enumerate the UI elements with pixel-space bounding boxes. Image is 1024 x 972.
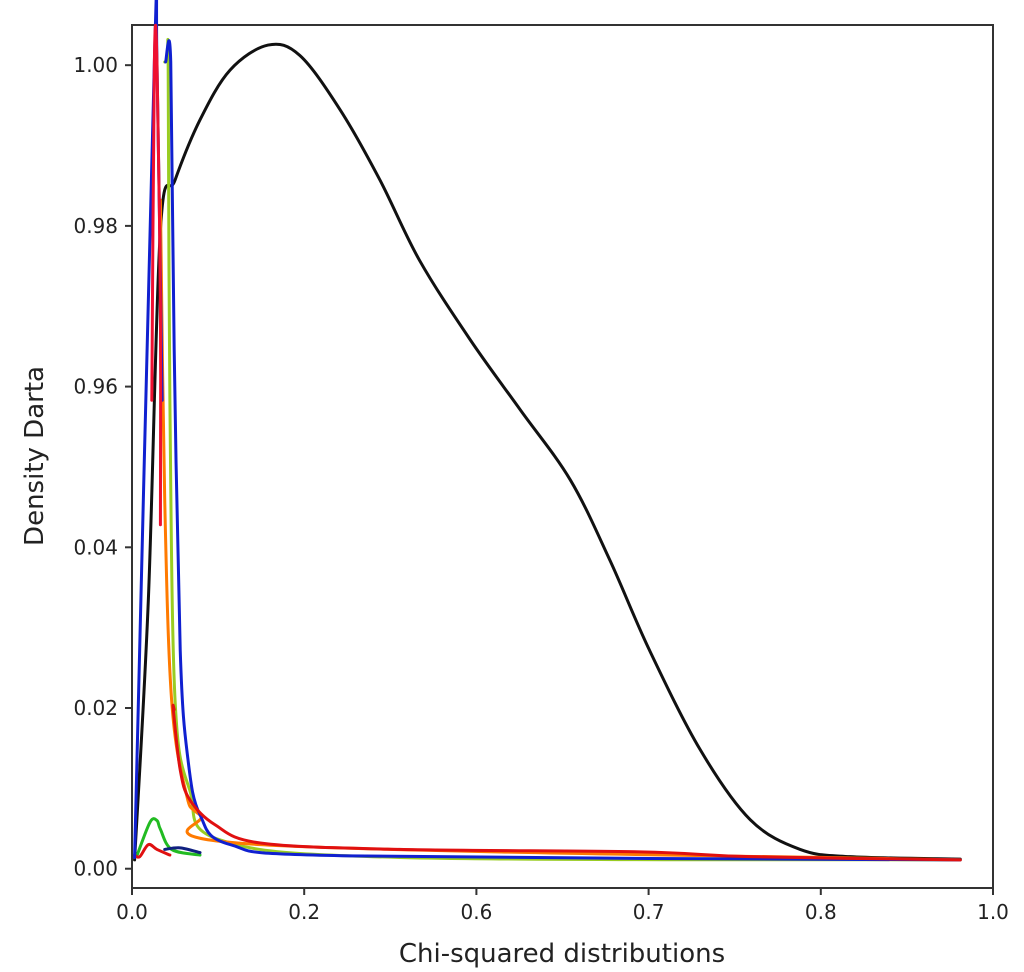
y-axis-title: Density Darta (20, 366, 50, 546)
series-line-red-a (150, 23, 163, 527)
x-axis-title: Chi-squared distributions (399, 939, 725, 968)
series-line-red-b (171, 703, 962, 862)
series-layer (133, 0, 962, 862)
x-tick-label: 0.0 (116, 900, 148, 924)
plot-frame (131, 24, 994, 889)
y-tick-label: 1.00 (73, 53, 118, 77)
y-tick-label: 0.00 (73, 857, 118, 881)
series-line-red-bump (133, 842, 172, 859)
x-tick-label: 0.6 (460, 900, 492, 924)
series-line-green-bump (135, 817, 202, 857)
y-axis-ticks: 0.00 0.02 0.04 0.96 0.98 1.00 (73, 53, 132, 881)
y-tick-label: 0.98 (73, 214, 118, 238)
series-line-orange (158, 198, 962, 862)
series-line-yellow-green (163, 37, 962, 862)
y-tick-label: 0.96 (73, 375, 118, 399)
x-tick-label: 0.7 (633, 900, 665, 924)
series-line-blue-b (164, 39, 962, 862)
x-tick-label: 0.2 (288, 900, 320, 924)
series-line-navy-bump (163, 846, 202, 855)
y-tick-label: 0.02 (73, 696, 118, 720)
x-tick-label: 0.8 (805, 900, 837, 924)
y-tick-label: 0.04 (73, 535, 118, 559)
x-tick-label: 1.0 (977, 900, 1009, 924)
x-axis-ticks: 0.0 0.2 0.6 0.7 0.8 1.0 (116, 888, 1009, 924)
